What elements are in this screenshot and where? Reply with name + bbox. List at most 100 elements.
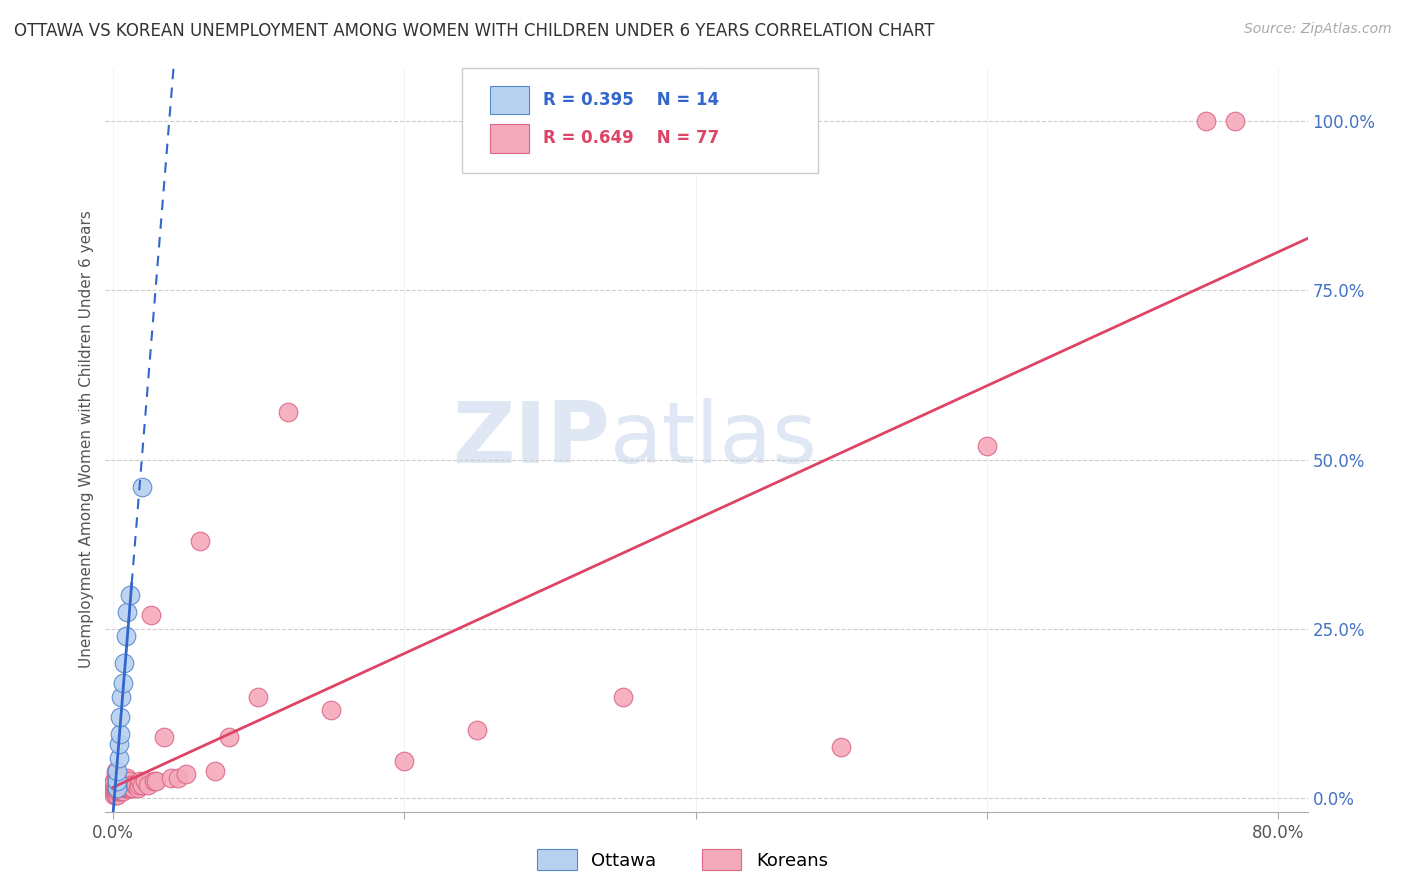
Point (131, 778, 153, 792)
Point (105, 784, 128, 798)
Point (465, 723, 488, 738)
Point (118, 780, 141, 795)
Point (105, 780, 128, 795)
Point (104, 784, 127, 798)
Point (103, 774, 125, 789)
Point (105, 778, 128, 792)
Point (111, 778, 134, 792)
Point (115, 629, 138, 643)
Point (117, 605, 139, 619)
Point (188, 533, 211, 548)
Point (125, 778, 148, 792)
Point (120, 780, 142, 795)
Point (129, 774, 152, 789)
Point (120, 778, 142, 792)
Point (131, 480, 153, 494)
Point (120, 588, 142, 602)
Point (108, 710, 131, 724)
Point (107, 778, 129, 792)
Point (976, 439, 998, 453)
Point (105, 764, 128, 778)
Point (612, 690, 634, 704)
Point (107, 784, 129, 798)
FancyBboxPatch shape (491, 86, 529, 114)
Point (107, 774, 129, 789)
Point (111, 676, 134, 690)
Point (121, 780, 143, 795)
Text: atlas: atlas (610, 398, 818, 481)
Point (112, 780, 135, 795)
Point (103, 784, 125, 798)
Point (118, 774, 141, 789)
Point (174, 767, 197, 781)
Point (111, 784, 134, 798)
Point (107, 750, 129, 764)
Point (104, 764, 127, 778)
Point (112, 774, 135, 789)
Point (112, 656, 135, 670)
Point (108, 774, 131, 789)
Point (104, 767, 127, 781)
Point (105, 788, 128, 802)
Point (115, 778, 138, 792)
Point (111, 771, 134, 785)
Point (128, 778, 150, 792)
Point (142, 774, 165, 789)
Point (105, 774, 128, 789)
Point (145, 774, 167, 789)
Point (105, 771, 128, 785)
Legend: Ottawa, Koreans: Ottawa, Koreans (530, 842, 835, 877)
FancyBboxPatch shape (463, 69, 818, 173)
Point (105, 780, 128, 795)
Point (830, 740, 852, 755)
Point (108, 778, 131, 792)
Point (117, 771, 139, 785)
Point (104, 771, 127, 785)
Point (103, 780, 125, 795)
Point (108, 780, 131, 795)
Point (107, 780, 129, 795)
Point (218, 730, 240, 744)
Point (103, 788, 125, 802)
Point (110, 690, 132, 704)
Point (115, 780, 138, 795)
Point (247, 690, 270, 704)
Point (139, 608, 162, 623)
Point (110, 774, 132, 789)
Text: R = 0.649    N = 77: R = 0.649 N = 77 (543, 129, 720, 147)
Point (110, 778, 132, 792)
Point (167, 771, 190, 785)
Text: OTTAWA VS KOREAN UNEMPLOYMENT AMONG WOMEN WITH CHILDREN UNDER 6 YEARS CORRELATIO: OTTAWA VS KOREAN UNEMPLOYMENT AMONG WOME… (14, 22, 935, 40)
Text: Source: ZipAtlas.com: Source: ZipAtlas.com (1244, 22, 1392, 37)
FancyBboxPatch shape (491, 124, 529, 153)
Text: ZIP: ZIP (453, 398, 610, 481)
Point (127, 780, 149, 795)
Point (104, 778, 127, 792)
Point (112, 778, 135, 792)
Point (104, 780, 127, 795)
Point (104, 788, 127, 802)
Point (392, 754, 415, 768)
Point (117, 780, 139, 795)
Point (121, 778, 143, 792)
Point (103, 778, 125, 792)
Point (107, 771, 129, 785)
Point (1223, 114, 1246, 128)
Point (136, 778, 159, 792)
Point (110, 784, 132, 798)
Point (110, 780, 132, 795)
Point (105, 774, 128, 789)
Y-axis label: Unemployment Among Women with Children Under 6 years: Unemployment Among Women with Children U… (79, 211, 94, 668)
Point (117, 778, 139, 792)
Point (204, 764, 226, 778)
Point (107, 737, 129, 751)
Point (108, 727, 131, 741)
Point (108, 784, 131, 798)
Point (124, 778, 146, 792)
Point (1194, 114, 1216, 128)
Point (134, 774, 156, 789)
Point (160, 771, 183, 785)
Point (321, 703, 343, 717)
Point (277, 405, 299, 419)
Text: R = 0.395    N = 14: R = 0.395 N = 14 (543, 91, 718, 109)
